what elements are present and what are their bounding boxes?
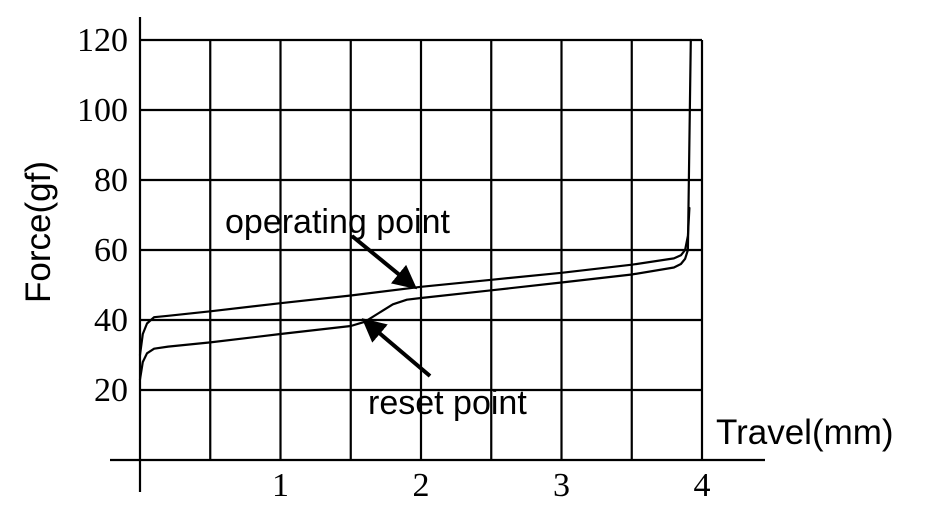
y-tick-label: 120: [77, 22, 128, 59]
x-tick-label: 4: [694, 467, 711, 504]
reset-point-arrow: [361, 318, 432, 378]
series: [138, 38, 692, 381]
x-tick-label: 1: [272, 467, 289, 504]
operating-curve: [138, 206, 691, 357]
y-axis-title: Force(gf): [19, 161, 58, 303]
tick-labels: 20 40 60 80 100 120 1 2 3 4: [77, 22, 711, 504]
y-tick-label: 60: [94, 232, 128, 269]
reset-point-label: reset point: [368, 384, 527, 422]
operating-point-label: operating point: [225, 203, 451, 241]
reset-curve: [138, 38, 692, 381]
x-tick-label: 3: [553, 467, 570, 504]
grid: [140, 38, 704, 460]
operating-point-arrow: [350, 234, 418, 290]
x-axis-title: Travel(mm): [716, 413, 894, 452]
y-tick-label: 40: [94, 302, 128, 339]
axes: [110, 17, 765, 492]
y-tick-label: 80: [94, 162, 128, 199]
x-tick-label: 2: [413, 467, 430, 504]
y-tick-label: 20: [94, 372, 128, 409]
annotations: operating point reset point: [225, 203, 527, 422]
y-tick-label: 100: [77, 92, 128, 129]
